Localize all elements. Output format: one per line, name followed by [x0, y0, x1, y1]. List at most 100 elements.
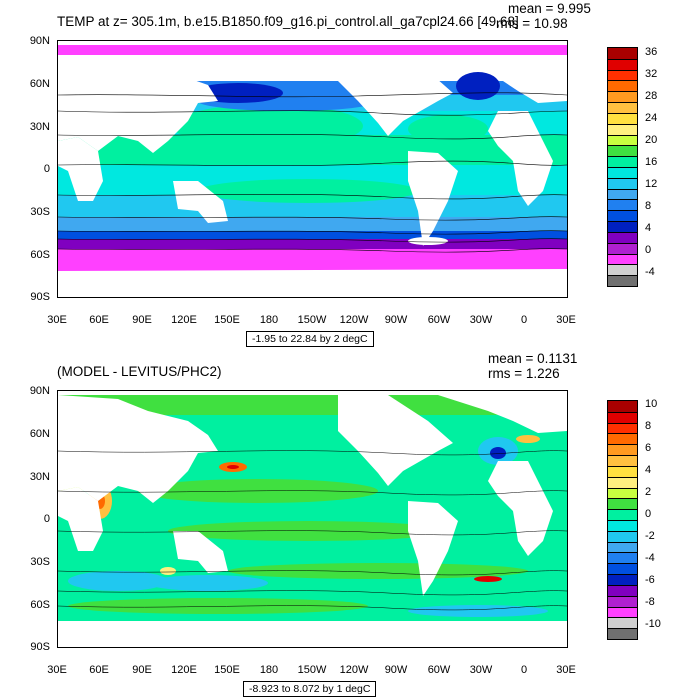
top-lon-120e: 120E [171, 314, 197, 326]
top-panel: TEMP at z= 305.1m, b.e15.B1850.f09_g16.p… [29, 1, 658, 347]
top-lon-180: 180 [259, 314, 279, 326]
top-panel-title: TEMP at z= 305.1m, b.e15.B1850.f09_g16.p… [57, 14, 519, 29]
colorbar-cell [608, 628, 637, 639]
bottom-panel: (MODEL - LEVITUS/PHC2) mean = 0.1131 rms… [0, 350, 700, 700]
bottom-cbar-label-neg10: -10 [645, 618, 661, 630]
colorbar-cell [608, 264, 637, 276]
bottom-lat-30n: 30N [29, 471, 50, 483]
bottom-lon-150w: 150W [297, 664, 327, 676]
colorbar-cell [608, 530, 637, 542]
colorbar-cell [608, 509, 637, 520]
colorbar-cell [608, 177, 637, 189]
bottom-lon-60w: 60W [427, 664, 451, 676]
colorbar-cell [608, 91, 637, 103]
bottom-lon-90w: 90W [384, 664, 408, 676]
top-lon-150w: 150W [297, 314, 327, 326]
top-lat-0: 0 [43, 163, 50, 175]
top-map-field [58, 41, 567, 297]
colorbar-cell [608, 210, 637, 222]
colorbar-cell [608, 574, 637, 585]
bottom-lon-30e-end: 30E [556, 664, 576, 676]
top-map [57, 40, 568, 298]
colorbar-cell [608, 595, 637, 607]
top-lon-30e-end: 30E [556, 314, 576, 326]
colorbar-cell [608, 465, 637, 477]
top-cbar-label-0: 0 [645, 244, 652, 256]
colorbar-cell [608, 606, 637, 618]
bottom-lon-90e: 90E [132, 664, 152, 676]
colorbar-cell [608, 242, 637, 254]
colorbar-cell [608, 112, 637, 124]
top-cbar-label-16: 16 [645, 156, 658, 168]
colorbar-cell [608, 231, 637, 243]
bottom-lat-90n: 90N [29, 385, 50, 397]
colorbar-cell [608, 552, 637, 564]
top-colorbar [607, 47, 638, 287]
bottom-cbar-label-neg4: -4 [645, 552, 655, 564]
top-range-label: -1.95 to 22.84 by 2 degC [246, 331, 374, 347]
top-cbar-label-28: 28 [645, 90, 658, 102]
bottom-panel-title: (MODEL - LEVITUS/PHC2) [57, 364, 222, 379]
colorbar-cell [608, 422, 637, 434]
bottom-lon-150e: 150E [214, 664, 240, 676]
bottom-cbar-label-10: 10 [645, 398, 658, 410]
colorbar-cell [608, 520, 637, 531]
top-lon-30w: 30W [469, 314, 493, 326]
bottom-lat-60s: 60S [30, 599, 50, 611]
bottom-cbar-label-4: 4 [645, 464, 652, 476]
bottom-lon-0: 0 [520, 664, 528, 676]
bottom-cbar-label-2: 2 [645, 486, 652, 498]
bottom-cbar-label-neg6: -6 [645, 574, 655, 586]
bottom-cbar-label-8: 8 [645, 420, 652, 432]
top-lon-120w: 120W [339, 314, 369, 326]
colorbar-cell [608, 156, 637, 167]
colorbar-cell [608, 80, 637, 92]
colorbar-cell [608, 167, 637, 178]
bottom-lon-120e: 120E [171, 664, 197, 676]
top-lon-30e: 30E [47, 314, 67, 326]
top-lon-90w: 90W [384, 314, 408, 326]
top-lon-150e: 150E [214, 314, 240, 326]
colorbar-cell [608, 253, 637, 265]
colorbar-cell [608, 476, 637, 488]
colorbar-cell [608, 123, 637, 135]
bottom-lat-90s: 90S [30, 641, 50, 653]
colorbar-cell [608, 102, 637, 113]
top-lat-60s: 60S [30, 249, 50, 261]
top-cbar-label-12: 12 [645, 178, 658, 190]
bottom-cbar-label-neg2: -2 [645, 530, 655, 542]
colorbar-cell [608, 69, 637, 81]
top-lon-90e: 90E [132, 314, 152, 326]
bottom-lat-0: 0 [43, 513, 50, 525]
colorbar-cell [608, 188, 637, 200]
bottom-lon-120w: 120W [339, 664, 369, 676]
bottom-cbar-label-6: 6 [645, 442, 652, 454]
colorbar-cell [608, 584, 637, 596]
top-rms: rms = 10.98 [496, 16, 568, 31]
colorbar-cell [608, 275, 637, 286]
top-lat-30n: 30N [29, 121, 50, 133]
colorbar-cell [608, 48, 637, 59]
top-lat-60n: 60N [29, 78, 50, 90]
bottom-lat-30s: 30S [30, 556, 50, 568]
top-cbar-label-4: 4 [645, 222, 652, 234]
top-lat-90n: 90N [29, 35, 50, 47]
colorbar-cell [608, 134, 637, 146]
bottom-lat-60n: 60N [29, 428, 50, 440]
colorbar-cell [608, 541, 637, 553]
colorbar-cell [608, 617, 637, 629]
bottom-lon-60e: 60E [89, 664, 109, 676]
top-mean: mean = 9.995 [508, 1, 591, 16]
colorbar-cell [608, 444, 637, 456]
top-cbar-label-20: 20 [645, 134, 658, 146]
bottom-lon-30w: 30W [469, 664, 493, 676]
bottom-map-field [58, 391, 567, 647]
top-cbar-label-24: 24 [645, 112, 658, 124]
bottom-range-label: -8.923 to 8.072 by 1 degC [243, 681, 377, 697]
colorbar-cell [608, 563, 637, 575]
top-cbar-label-32: 32 [645, 68, 658, 80]
colorbar-cell [608, 58, 637, 70]
bottom-cbar-label-neg8: -8 [645, 596, 655, 608]
top-cbar-label-8: 8 [645, 200, 652, 212]
bottom-lon-180: 180 [259, 664, 279, 676]
